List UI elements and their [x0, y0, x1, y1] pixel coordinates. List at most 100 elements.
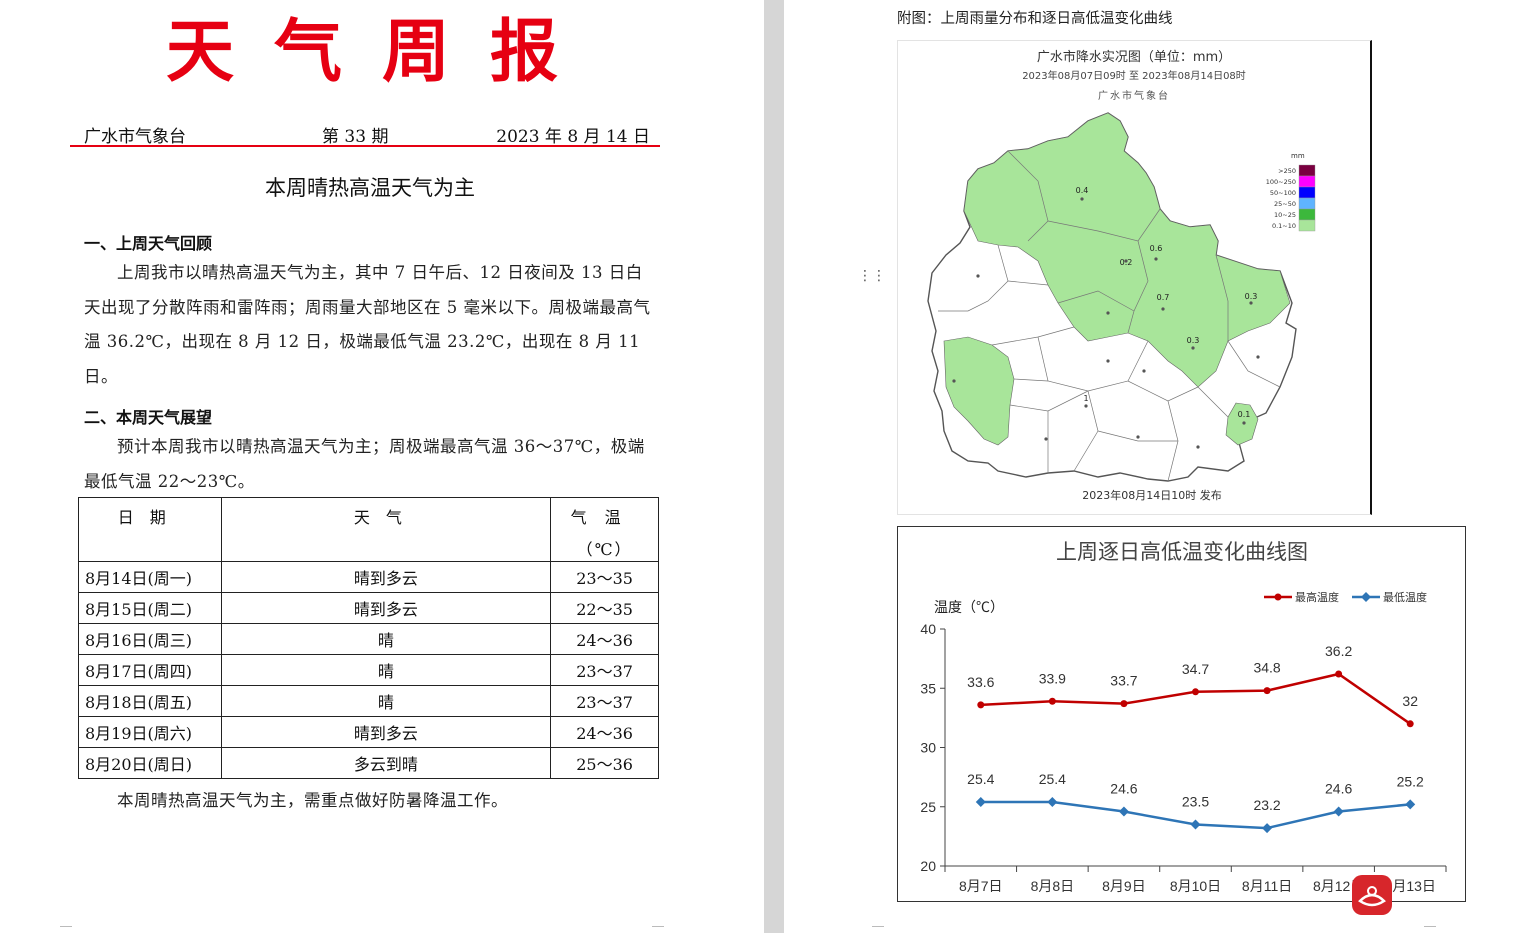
- cell-temp: 23～37: [550, 685, 659, 717]
- x-tick-label: 8月7日: [959, 878, 1003, 894]
- headline: 本周晴热高温天气为主: [265, 176, 475, 200]
- data-point: [1192, 688, 1199, 696]
- cell-temp: 24～36: [550, 623, 659, 655]
- data-label: 36.2: [1325, 643, 1352, 659]
- data-point: [1047, 797, 1058, 808]
- data-point: [1263, 687, 1271, 695]
- map-agency: 广水市气象台: [1098, 89, 1170, 102]
- precip-map: 广水市降水实况图（单位：mm） 2023年08月07日09时 至 2023年08…: [897, 40, 1372, 515]
- data-label: 34.8: [1253, 660, 1280, 676]
- data-point: [1333, 806, 1344, 817]
- cell-date: 8月14日(周一): [78, 561, 222, 593]
- cell-weather: 晴: [220, 685, 552, 717]
- legend-swatch: [1298, 164, 1316, 177]
- precip-map-svg: 广水市降水实况图（单位：mm） 2023年08月07日09时 至 2023年08…: [927, 49, 1316, 502]
- issue-date: 2023 年 8 月 14 日: [496, 127, 650, 147]
- data-point: [1190, 819, 1201, 830]
- data-label: 25.2: [1397, 773, 1424, 789]
- temp-chart-svg: 上周逐日高低温变化曲线图 温度（℃） 最高温度 最低温度 20 25 30 35 40 8月…: [920, 541, 1447, 894]
- cell-temp: 23～35: [550, 561, 659, 593]
- document-page-right: 附图：上周雨量分布和逐日高低温变化曲线 ⋮⋮ 广水市降水实况图（单位：mm） 2…: [784, 0, 1524, 933]
- cell-date: 8月19日(周六): [78, 716, 222, 748]
- data-label: 24.6: [1110, 780, 1137, 796]
- x-tick-label: 8月8日: [1031, 878, 1075, 894]
- legend-label: 0.1~10: [1272, 222, 1296, 230]
- legend-label: 最低温度: [1383, 590, 1427, 604]
- page-corner-mark: [60, 926, 72, 933]
- header-date: 日期: [78, 497, 222, 562]
- legend-unit: mm: [1291, 152, 1305, 160]
- cell-temp: 25～36: [550, 747, 659, 779]
- data-label: 32: [1402, 693, 1418, 709]
- header-weather: 天气: [220, 497, 552, 562]
- table-row: 8月18日(周五) 晴 23～37: [78, 685, 659, 717]
- y-tick-label: 35: [920, 680, 936, 696]
- data-point: [1262, 823, 1273, 834]
- township-boundaries: [938, 150, 1281, 482]
- issue-number: 第 33 期: [322, 127, 389, 147]
- red-rule: [70, 145, 660, 147]
- drag-handle-icon[interactable]: ⋮⋮: [858, 268, 886, 284]
- y-tick-label: 30: [920, 740, 936, 756]
- data-label: 33.9: [1039, 670, 1066, 686]
- header-temp-unit: （℃）: [576, 540, 633, 559]
- cell-weather: 晴到多云: [220, 716, 552, 748]
- data-point: [977, 701, 985, 709]
- chart-legend: 最高温度 最低温度: [1264, 590, 1427, 604]
- table-row: 8月20日(周日) 多云到晴 25～36: [78, 747, 659, 779]
- chart-series: 33.6 33.9 33.7 34.7 34.8 36.2 32 25.4 25.4 24.6 23…: [967, 643, 1424, 834]
- legend-marker: [1274, 593, 1282, 601]
- table-row: 8月19日(周六) 晴到多云 24～36: [78, 716, 659, 748]
- data-label: 25.4: [1039, 771, 1066, 787]
- section1-title: 一、上周天气回顾: [84, 234, 213, 253]
- cell-temp: 23～37: [550, 654, 659, 686]
- table-row: 8月17日(周四) 晴 23～37: [78, 654, 659, 686]
- map-period: 2023年08月07日09时 至 2023年08月14日08时: [1022, 69, 1246, 82]
- y-tick-label: 40: [920, 621, 936, 637]
- watermark-logo: [1352, 875, 1392, 915]
- rain-area-east: [1225, 402, 1259, 446]
- data-label: 25.4: [967, 771, 994, 787]
- y-tick-label: 20: [920, 858, 936, 874]
- legend-label: 最高温度: [1295, 590, 1339, 604]
- table-row: 8月14日(周一) 晴到多云 23～35: [78, 561, 659, 593]
- cell-date: 8月17日(周四): [78, 654, 222, 686]
- data-point: [1335, 670, 1343, 678]
- logo-icon: [1358, 886, 1386, 907]
- y-tick-label: 25: [920, 799, 936, 815]
- cell-weather: 晴: [220, 623, 552, 655]
- y-axis-label: 温度（℃）: [934, 599, 1004, 615]
- legend-marker: [1361, 592, 1371, 602]
- rainfall-value: 0.2: [1120, 258, 1133, 267]
- rainfall-value: 0.6: [1150, 244, 1163, 253]
- cell-weather: 晴: [220, 654, 552, 686]
- data-label: 24.6: [1325, 780, 1352, 796]
- map-issued: 2023年08月14日10时 发布: [1082, 488, 1221, 502]
- cell-date: 8月16日(周三): [78, 623, 222, 655]
- header-temp-label: 气温: [570, 508, 639, 527]
- page-corner-mark: [872, 926, 884, 933]
- data-label: 33.6: [967, 674, 994, 690]
- masthead-title: 天气周报: [165, 13, 598, 92]
- legend-swatch: [1298, 219, 1316, 232]
- legend-swatch: [1298, 186, 1316, 199]
- rainfall-values: 0.4 0.2 0.6 0.7 0.3 0.3 1 0.1: [1076, 186, 1258, 419]
- appendix-caption: 附图：上周雨量分布和逐日高低温变化曲线: [897, 11, 1173, 27]
- data-label: 23.2: [1253, 797, 1280, 813]
- rainfall-value: 0.3: [1245, 292, 1258, 301]
- temp-chart: 上周逐日高低温变化曲线图 温度（℃） 最高温度 最低温度 20 25 30 35 40 8月…: [897, 526, 1466, 902]
- legend-label: 25~50: [1274, 200, 1296, 208]
- legend-swatch: [1298, 197, 1316, 210]
- legend-swatch: [1298, 175, 1316, 188]
- header-temp: 气温 （℃）: [550, 497, 659, 562]
- cell-weather: 晴到多云: [220, 561, 552, 593]
- cell-temp: 22～35: [550, 592, 659, 624]
- chart-title: 上周逐日高低温变化曲线图: [1056, 541, 1308, 564]
- data-label: 34.7: [1182, 661, 1209, 677]
- closing-text: 本周晴热高温天气为主，需重点做好防暑降温工作。: [117, 791, 508, 810]
- cell-weather: 晴到多云: [220, 592, 552, 624]
- table-row: 8月16日(周三) 晴 24～36: [78, 623, 659, 655]
- data-point: [1120, 700, 1128, 708]
- data-point: [1405, 799, 1416, 810]
- rainfall-value: 0.3: [1187, 336, 1200, 345]
